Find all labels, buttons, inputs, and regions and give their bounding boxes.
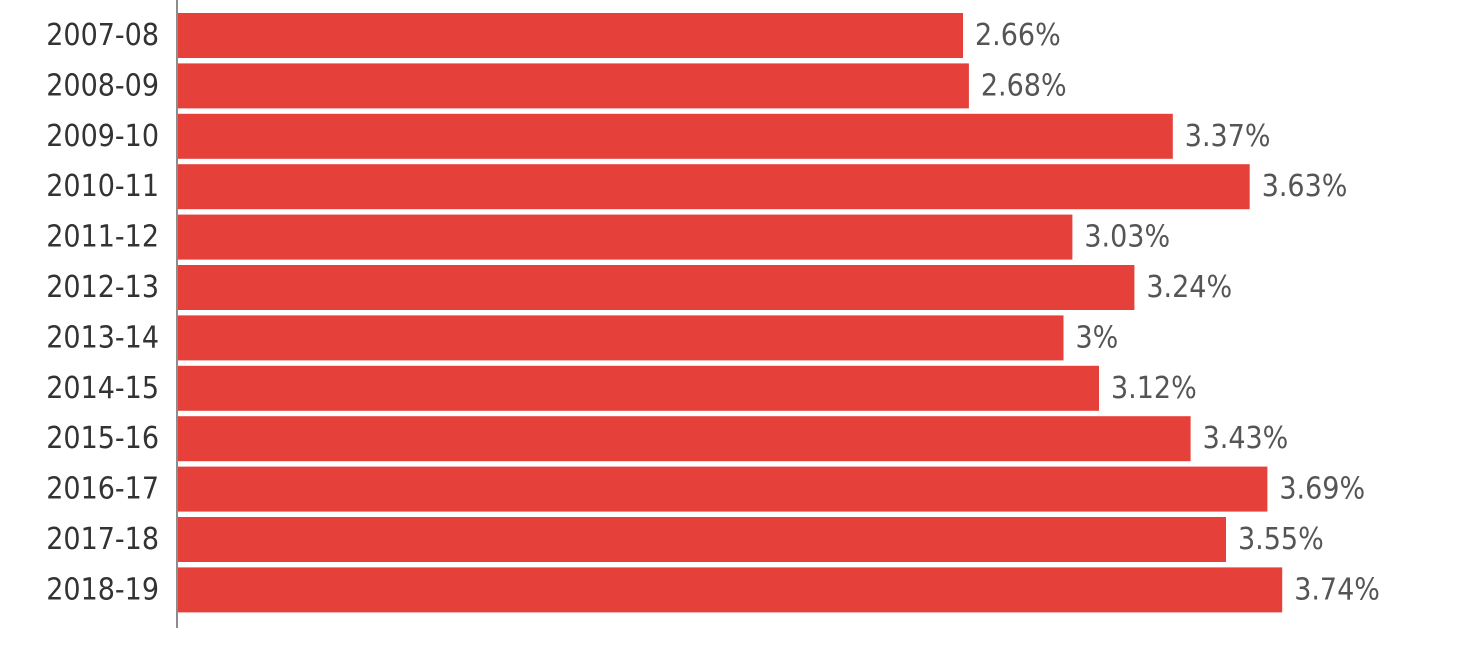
value-label: 3.55% xyxy=(1238,522,1324,557)
category-label: 2014-15 xyxy=(46,371,159,406)
value-labels-group: 2.66% 2.68% 3.37% 3.63% 3.03% 3.24% 3% 3.12%3.4… xyxy=(975,18,1380,607)
category-label: 2009-10 xyxy=(46,119,159,154)
category-label: 2010-11 xyxy=(46,169,159,204)
category-label: 2018-19 xyxy=(46,572,159,607)
category-label: 2012-13 xyxy=(46,270,159,305)
value-label: 3.69% xyxy=(1279,472,1365,507)
value-label: 3.24% xyxy=(1146,270,1232,305)
value-label: 2.68% xyxy=(981,68,1067,103)
category-label: 2017-18 xyxy=(46,522,159,557)
value-label: 3.37% xyxy=(1185,119,1271,154)
category-labels-group: 2007-08 2008-09 2009-10 2010-11 2011-12 2012-… xyxy=(46,18,159,607)
bar-2009-10 xyxy=(177,113,1173,159)
bar-2014-15 xyxy=(177,365,1099,411)
bar-2017-18 xyxy=(177,517,1226,562)
bar-2013-14 xyxy=(177,315,1064,361)
category-label: 2011-12 xyxy=(46,220,159,255)
category-label: 2007-08 xyxy=(46,18,159,53)
value-label: 3% xyxy=(1076,320,1119,355)
bar-2012-13 xyxy=(177,265,1135,310)
bar-2011-12 xyxy=(177,214,1073,260)
bar-2015-16 xyxy=(177,416,1191,462)
category-label: 2016-17 xyxy=(46,472,159,507)
category-label: 2008-09 xyxy=(46,68,159,103)
bars-group xyxy=(177,13,1283,613)
bar-2010-11 xyxy=(177,164,1250,210)
value-label: 2.66% xyxy=(975,18,1061,53)
bar-2008-09 xyxy=(177,63,969,109)
value-label: 3.43% xyxy=(1203,421,1289,456)
category-label: 2015-16 xyxy=(46,421,159,456)
category-label: 2013-14 xyxy=(46,320,159,355)
bar-2007-08 xyxy=(177,13,963,58)
value-label: 3.74% xyxy=(1294,572,1380,607)
value-label: 3.03% xyxy=(1084,220,1170,255)
value-label: 3.63% xyxy=(1262,169,1348,204)
value-label: 3.12% xyxy=(1111,371,1197,406)
bar-2016-17 xyxy=(177,466,1268,512)
bar-2018-19 xyxy=(177,567,1283,613)
